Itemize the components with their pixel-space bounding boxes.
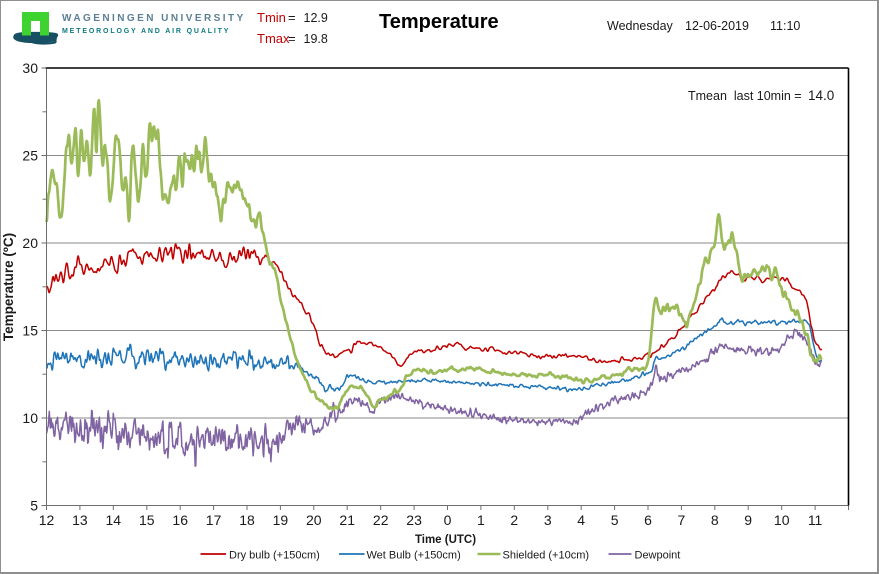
svg-text:Temperature (ºC): Temperature (ºC) <box>1 233 16 341</box>
svg-text:11: 11 <box>808 512 823 528</box>
svg-text:5: 5 <box>30 498 38 514</box>
svg-text:19: 19 <box>273 512 289 528</box>
svg-text:21: 21 <box>339 512 355 528</box>
svg-text:20: 20 <box>306 512 322 528</box>
svg-text:12: 12 <box>39 512 55 528</box>
svg-text:6: 6 <box>644 512 652 528</box>
svg-text:15: 15 <box>139 512 155 528</box>
svg-text:7: 7 <box>678 512 686 528</box>
svg-text:10: 10 <box>774 512 790 528</box>
svg-text:5: 5 <box>611 512 619 528</box>
svg-text:13: 13 <box>72 512 88 528</box>
svg-text:23: 23 <box>406 512 422 528</box>
svg-text:2: 2 <box>510 512 518 528</box>
svg-text:22: 22 <box>373 512 389 528</box>
svg-text:Shielded (+10cm): Shielded (+10cm) <box>503 550 590 562</box>
svg-text:Wet Bulb (+150cm): Wet Bulb (+150cm) <box>367 550 461 562</box>
svg-text:3: 3 <box>544 512 552 528</box>
svg-text:Dewpoint: Dewpoint <box>635 550 681 562</box>
svg-text:16: 16 <box>172 512 188 528</box>
svg-text:8: 8 <box>711 512 719 528</box>
svg-text:0: 0 <box>444 512 452 528</box>
svg-text:1: 1 <box>477 512 485 528</box>
svg-text:15: 15 <box>22 323 38 339</box>
svg-text:Dry bulb (+150cm): Dry bulb (+150cm) <box>229 550 320 562</box>
svg-text:25: 25 <box>22 148 38 164</box>
svg-text:14.0: 14.0 <box>808 88 834 103</box>
svg-text:18: 18 <box>239 512 255 528</box>
svg-text:30: 30 <box>22 60 38 76</box>
svg-text:14: 14 <box>106 512 122 528</box>
svg-text:10: 10 <box>22 410 38 426</box>
svg-text:Time (UTC): Time (UTC) <box>415 534 476 546</box>
svg-text:20: 20 <box>22 235 38 251</box>
svg-text:9: 9 <box>744 512 752 528</box>
svg-text:17: 17 <box>206 512 222 528</box>
svg-text:4: 4 <box>577 512 585 528</box>
svg-text:Tmean last 10min =: Tmean last 10min = <box>688 89 802 103</box>
